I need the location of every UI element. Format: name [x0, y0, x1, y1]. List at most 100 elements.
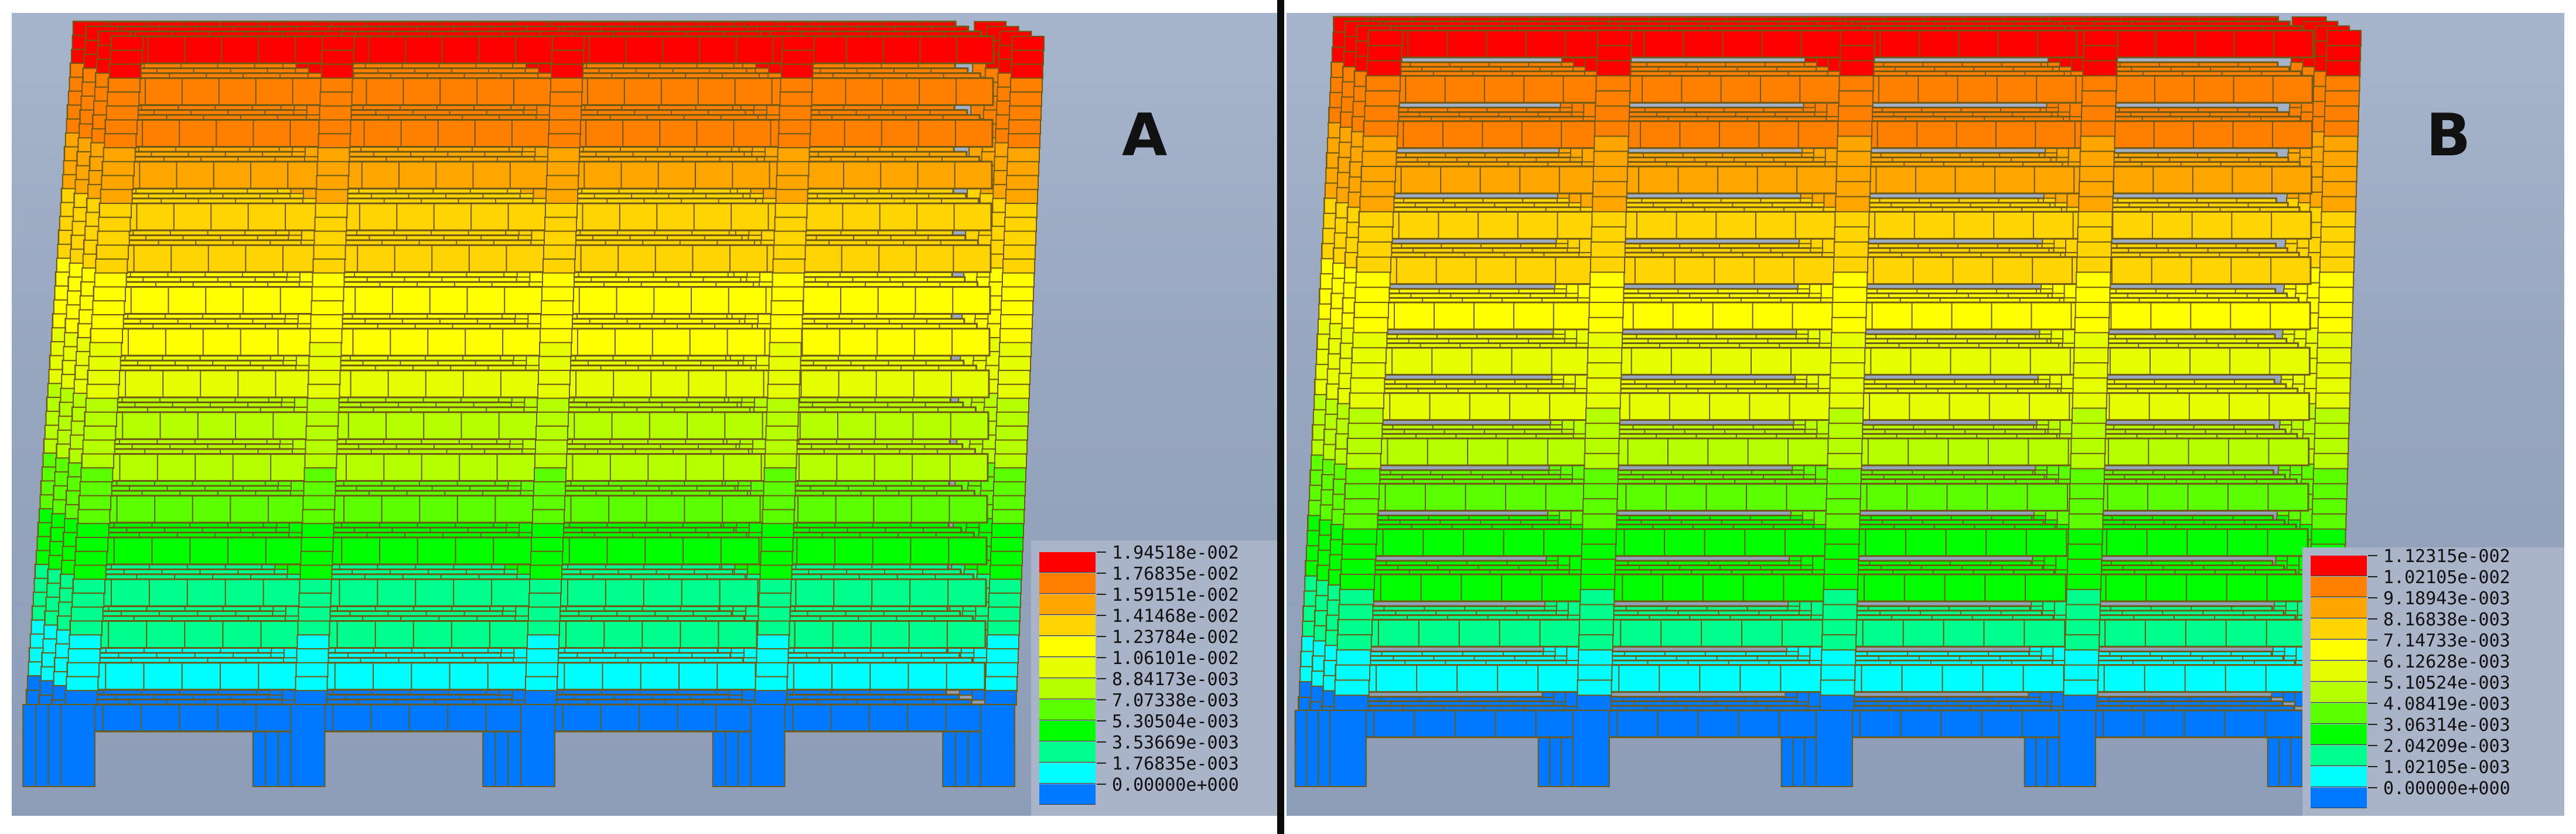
legend-tick	[2368, 661, 2377, 662]
legend-swatch	[2311, 746, 2367, 766]
legend-row: 8.16838e-003	[2302, 610, 2564, 639]
legend-value: 1.41468e-002	[1112, 606, 1239, 627]
legend-swatch	[2311, 598, 2367, 618]
legend-tick	[2368, 618, 2377, 619]
legend-row: 6.12628e-003	[2302, 652, 2564, 682]
legend-tick	[1097, 573, 1106, 574]
panel-divider	[1277, 0, 1284, 834]
legend-value: 8.16838e-003	[2383, 610, 2510, 630]
legend-row: 8.84173e-003	[1031, 669, 1277, 699]
legend-a: 1.94518e-002 1.76835e-002 1.59151e-002 1.41…	[1031, 540, 1277, 816]
legend-tick	[1097, 552, 1106, 553]
legend-value: 1.02105e-003	[2383, 757, 2510, 778]
legend-swatch	[2311, 767, 2367, 787]
legend-tick	[2368, 787, 2377, 788]
legend-value: 0.00000e+000	[2383, 778, 2510, 799]
legend-swatch	[1039, 679, 1096, 699]
legend-row: 1.41468e-002	[1031, 606, 1277, 636]
legend-row: 1.06101e-002	[1031, 648, 1277, 678]
legend-value: 6.12628e-003	[2383, 652, 2510, 672]
legend-value: 7.07338e-003	[1112, 690, 1239, 711]
legend-value: 1.06101e-002	[1112, 648, 1239, 669]
frame-model-a	[22, 21, 1045, 787]
legend-value: 1.76835e-002	[1112, 564, 1239, 584]
legend-row: 5.10524e-003	[2302, 673, 2564, 703]
legend-row: 1.23784e-002	[1031, 627, 1277, 657]
legend-row: 1.76835e-002	[1031, 564, 1277, 594]
legend-value: 1.76835e-003	[1112, 754, 1239, 774]
legend-value: 0.00000e+000	[1112, 775, 1239, 795]
legend-row: 2.04209e-003	[2302, 736, 2564, 766]
legend-row: 1.02105e-003	[2302, 757, 2564, 787]
legend-tick	[1097, 636, 1106, 637]
legend-tick	[2368, 703, 2377, 704]
legend-value: 1.59151e-002	[1112, 585, 1239, 605]
legend-swatch	[2311, 640, 2367, 661]
legend-swatch	[2311, 556, 2367, 576]
legend-tick	[1097, 720, 1106, 721]
legend-tick	[2368, 682, 2377, 683]
legend-tick	[1097, 741, 1106, 743]
legend-value: 2.04209e-003	[2383, 736, 2510, 757]
legend-swatch	[1039, 658, 1096, 678]
legend-row: 1.76835e-003	[1031, 754, 1277, 784]
legend-swatch	[1039, 721, 1096, 741]
legend-tick	[2368, 597, 2377, 598]
legend-swatch	[1039, 594, 1096, 615]
legend-swatch	[1039, 552, 1096, 573]
legend-row: 7.07338e-003	[1031, 690, 1277, 720]
legend-swatch	[1039, 763, 1096, 784]
legend-row: 0.00000e+000	[1031, 775, 1277, 805]
legend-row: 3.53669e-003	[1031, 733, 1277, 762]
panel-b: B 1.12315e-002 1.02105e-002 9.18943e-003 8.…	[1287, 13, 2564, 816]
legend-tick	[1097, 678, 1106, 679]
legend-row: 0.00000e+000	[2302, 778, 2564, 808]
legend-tick	[1097, 615, 1106, 616]
legend-row: 1.02105e-002	[2302, 567, 2564, 597]
legend-row: 4.08419e-003	[2302, 694, 2564, 724]
panel-a: A 1.94518e-002 1.76835e-002 1.59151e-002 1.…	[12, 13, 1277, 816]
legend-row: 5.30504e-003	[1031, 712, 1277, 741]
legend-swatch	[1039, 615, 1096, 636]
legend-swatch	[2311, 661, 2367, 682]
legend-swatch	[1039, 573, 1096, 594]
legend-value: 3.06314e-003	[2383, 715, 2510, 736]
legend-swatch	[2311, 577, 2367, 597]
legend-value: 1.02105e-002	[2383, 567, 2510, 588]
legend-value: 1.12315e-002	[2383, 546, 2510, 567]
legend-tick	[1097, 594, 1106, 595]
legend-row: 9.18943e-003	[2302, 588, 2564, 618]
legend-value: 4.08419e-003	[2383, 694, 2510, 714]
legend-tick	[1097, 762, 1106, 764]
legend-value: 5.30504e-003	[1112, 712, 1239, 732]
legend-swatch	[2311, 724, 2367, 745]
legend-swatch	[1039, 742, 1096, 762]
legend-tick	[1097, 657, 1106, 658]
legend-swatch	[2311, 788, 2367, 808]
legend-swatch	[2311, 619, 2367, 639]
legend-swatch	[2311, 703, 2367, 724]
legend-value: 5.10524e-003	[2383, 673, 2510, 693]
legend-b: 1.12315e-002 1.02105e-002 9.18943e-003 8.16…	[2302, 546, 2564, 816]
legend-swatch	[1039, 636, 1096, 657]
legend-tick	[2368, 576, 2377, 577]
legend-tick	[2368, 639, 2377, 641]
legend-tick	[2368, 766, 2377, 767]
legend-tick	[1097, 699, 1106, 700]
panel-label-b: B	[2426, 101, 2471, 169]
legend-swatch	[1039, 700, 1096, 720]
legend-value: 9.18943e-003	[2383, 588, 2510, 609]
legend-tick	[1097, 784, 1106, 785]
frame-mesh	[1294, 16, 2362, 787]
legend-tick	[2368, 745, 2377, 746]
legend-row: 1.94518e-002	[1031, 543, 1277, 573]
legend-row: 1.59151e-002	[1031, 585, 1277, 615]
legend-row: 1.12315e-002	[2302, 546, 2564, 576]
frame-mesh	[22, 21, 1045, 787]
legend-value: 1.23784e-002	[1112, 627, 1239, 648]
legend-value: 1.94518e-002	[1112, 543, 1239, 563]
legend-value: 8.84173e-003	[1112, 669, 1239, 690]
legend-row: 7.14733e-003	[2302, 631, 2564, 661]
frame-model-b	[1294, 16, 2362, 787]
panel-label-a: A	[1122, 101, 1168, 169]
